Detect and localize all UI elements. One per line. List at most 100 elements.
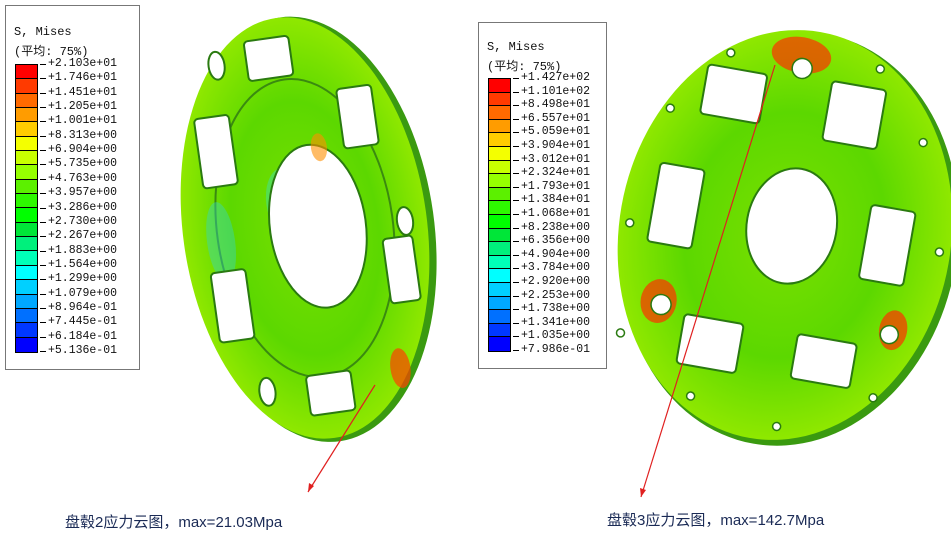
legend-title: S, Mises	[14, 25, 72, 39]
legend-tick-label: +3.957e+00	[39, 186, 118, 200]
color-band	[16, 93, 37, 109]
color-band	[16, 108, 37, 123]
color-band	[489, 92, 510, 107]
color-band	[489, 133, 510, 147]
caption-disc-2: 盘毂2应力云图，max=21.03Mpa	[65, 514, 283, 531]
legend-tick-label: +2.730e+00	[39, 214, 118, 228]
color-bar	[488, 78, 511, 352]
legend-tick-label: +8.313e+00	[39, 128, 118, 142]
color-band	[16, 79, 37, 94]
color-band	[489, 296, 510, 311]
legend-tick-label: +1.079e+00	[39, 286, 118, 300]
color-band	[16, 179, 37, 195]
color-band	[489, 160, 510, 175]
legend-tick-label: +5.735e+00	[39, 157, 118, 171]
legend-tick-label: +3.012e+01	[512, 152, 591, 166]
legend-tick-label: +7.445e-01	[39, 315, 118, 329]
color-band	[489, 106, 510, 120]
legend-tick-label: +4.904e+00	[512, 247, 591, 261]
legend-tick-label: +2.267e+00	[39, 229, 118, 243]
legend-title: S, Mises	[487, 40, 545, 54]
color-band	[16, 222, 37, 238]
color-band	[16, 65, 37, 80]
arrow-left	[307, 384, 376, 493]
legend-tick-label: +5.136e-01	[39, 344, 118, 357]
legend-tick-label: +4.763e+00	[39, 171, 118, 185]
color-band	[16, 122, 37, 137]
color-band	[16, 337, 37, 352]
legend-tick-label: +6.904e+00	[39, 143, 118, 157]
color-band	[489, 310, 510, 324]
legend-tick-label: +8.238e+00	[512, 220, 591, 234]
color-band	[489, 242, 510, 256]
legend-tick-label: +1.068e+01	[512, 207, 591, 220]
color-band	[16, 323, 37, 338]
legend-disc-3: S, Mises (平均: 75%) +1.427e+02 +1.101e+02 +…	[478, 22, 607, 369]
color-band	[16, 251, 37, 266]
color-band	[489, 282, 510, 297]
color-band	[16, 136, 37, 152]
color-band	[489, 174, 510, 188]
color-band	[16, 208, 37, 223]
legend-tick-label: +6.557e+01	[512, 111, 591, 125]
legend-tick-label: +8.964e-01	[39, 300, 118, 314]
legend-tick-label: +1.001e+01	[39, 114, 118, 128]
legend-tick-label: +1.746e+01	[39, 71, 118, 85]
color-band	[489, 187, 510, 202]
legend-tick-label: +2.324e+01	[512, 166, 591, 180]
color-band	[16, 265, 37, 281]
arrow-left-head	[308, 483, 314, 492]
legend-tick-label: +8.498e+01	[512, 98, 591, 112]
caption-disc-3: 盘毂3应力云图，max=142.7Mpa	[607, 512, 825, 529]
legend-tick-label: +1.384e+01	[512, 193, 591, 207]
color-band	[16, 165, 37, 180]
legend-subtitle: (平均: 75%)	[487, 60, 562, 74]
color-band	[16, 280, 37, 295]
legend-tick-label: +1.101e+02	[512, 84, 591, 98]
legend-subtitle: (平均: 75%)	[14, 45, 89, 59]
legend-tick-label: +1.451e+01	[39, 85, 118, 99]
disc-2-contour	[180, 16, 437, 442]
legend-tick-label: +1.564e+00	[39, 257, 118, 271]
color-band	[16, 294, 37, 309]
color-band	[489, 255, 510, 270]
color-band	[489, 337, 510, 351]
legend-tick-label: +3.904e+01	[512, 139, 591, 152]
color-band	[16, 194, 37, 209]
color-bar	[15, 64, 38, 353]
legend-tick-label: +1.205e+01	[39, 100, 118, 114]
legend-tick-label: +6.356e+00	[512, 234, 591, 248]
color-band	[489, 79, 510, 93]
legend-tick-label: +1.299e+00	[39, 272, 118, 286]
color-band	[16, 237, 37, 252]
arrow-right-head	[640, 488, 646, 497]
legend-tick-label: +5.059e+01	[512, 125, 591, 139]
legend-disc-2: S, Mises (平均: 75%) +2.103e+01 +1.746e+01 +…	[5, 5, 140, 370]
legend-tick-label: +1.738e+00	[512, 302, 591, 316]
color-band	[489, 146, 510, 161]
legend-tick-label: +1.793e+01	[512, 179, 591, 193]
color-band	[489, 323, 510, 338]
legend-tick-label: +7.986e-01	[512, 343, 591, 356]
legend-tick-label: +2.103e+01	[39, 57, 118, 70]
legend-tick-label: +6.184e-01	[39, 329, 118, 343]
legend-tick-label: +1.341e+00	[512, 315, 591, 329]
legend-tick-label: +3.286e+00	[39, 200, 118, 214]
color-band	[16, 308, 37, 324]
arrow-right	[640, 64, 776, 498]
color-band	[489, 269, 510, 283]
disc-3-contour	[615, 30, 951, 446]
legend-tick-label: +1.883e+00	[39, 243, 118, 257]
legend-tick-label: +1.035e+00	[512, 329, 591, 343]
color-band	[489, 228, 510, 243]
color-band	[489, 214, 510, 229]
color-band	[489, 119, 510, 134]
color-band	[489, 201, 510, 215]
color-band	[16, 151, 37, 166]
legend-tick-label: +2.253e+00	[512, 288, 591, 302]
legend-tick-label: +2.920e+00	[512, 275, 591, 288]
legend-tick-label: +1.427e+02	[512, 71, 591, 84]
legend-tick-label: +3.784e+00	[512, 261, 591, 275]
